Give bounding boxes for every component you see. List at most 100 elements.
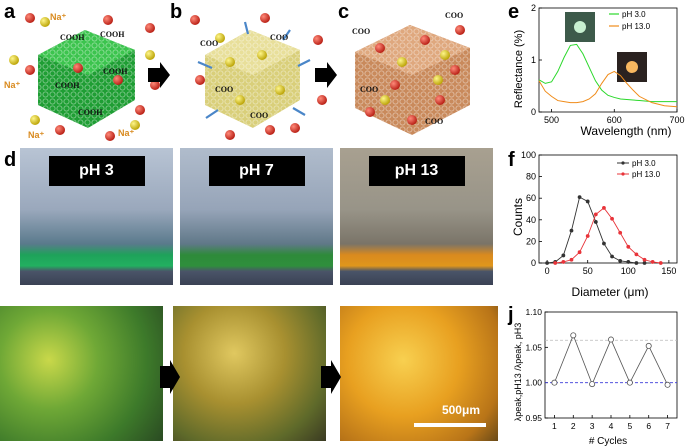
data-point: [593, 212, 598, 217]
sodium-ions-c: [380, 50, 450, 105]
coo-label: COO: [200, 39, 218, 48]
ph-label-box: pH 3: [48, 156, 145, 186]
data-point: [545, 261, 550, 265]
data-point: [658, 261, 663, 265]
y-axis-label: Counts: [511, 198, 525, 236]
sodium-ions-b: [215, 33, 285, 105]
series-line: [538, 70, 678, 108]
y-axis-label: Reflectance (%): [513, 30, 525, 108]
scale-bar: [414, 423, 486, 427]
series-line: [538, 43, 677, 103]
x-axis-label: # Cycles: [589, 436, 627, 447]
scale-bar-label: 500μm: [441, 403, 480, 417]
x-tick-label: 7: [665, 421, 670, 431]
x-tick-label: 100: [621, 266, 636, 276]
ph-label-box: pH 7: [208, 156, 305, 186]
schematic-c: COO COO COO COO: [352, 11, 470, 135]
plot-frame: [544, 311, 678, 419]
na-label: Na⁺: [50, 12, 67, 22]
micrograph-h: [173, 306, 326, 441]
arrow-right-icon: [321, 360, 341, 394]
data-point: [650, 260, 655, 264]
data-point: [551, 379, 558, 386]
legend: pH 3.0 pH 13.0: [617, 159, 661, 179]
plot-frame: [538, 154, 678, 264]
y-tick-label: 0: [531, 107, 536, 117]
x-tick-label: 0: [545, 266, 550, 276]
data-point: [642, 261, 647, 265]
y-tick-label: 80: [526, 172, 536, 182]
y-tick-label: 60: [526, 193, 536, 203]
diffusion-arrows: [197, 21, 311, 119]
y-tick-label: 0: [531, 258, 536, 268]
x-tick-label: 5: [627, 421, 632, 431]
x-tick-label: 4: [609, 421, 614, 431]
legend-label: pH 3.0: [632, 159, 656, 168]
panel-label-e: e: [508, 1, 520, 23]
data-point: [585, 234, 590, 238]
chart-f: Counts Diameter (μm) 0 50 100 150 0 20 40 60 80 1…: [511, 150, 678, 299]
x-tick-label: 1: [552, 421, 557, 431]
panel-label-b: b: [170, 1, 183, 23]
legend-label: pH 13.0: [632, 170, 661, 179]
data-point: [569, 228, 574, 233]
data-point: [602, 206, 606, 210]
y-tick-label: 1.05: [525, 342, 542, 352]
data-point: [553, 261, 558, 265]
x-tick-label: 3: [590, 421, 595, 431]
cooh-label: COOH: [100, 30, 125, 39]
x-axis-label: Wavelength (nm): [581, 124, 672, 138]
arrow-right-icon: [160, 360, 180, 394]
x-tick-label: 6: [646, 421, 651, 431]
photo-ph3: pH 3: [20, 148, 173, 285]
cooh-label: COOH: [103, 67, 128, 76]
x-tick-label: 600: [607, 115, 622, 125]
data-point: [642, 257, 647, 262]
data-point: [602, 241, 606, 246]
coo-label: COO: [360, 85, 378, 94]
panel-label-c: c: [338, 1, 350, 23]
data-point: [634, 252, 639, 257]
x-tick-label: 150: [661, 266, 676, 276]
data-point: [570, 332, 577, 339]
micrograph-g: [0, 306, 163, 441]
plot-frame: [538, 7, 678, 113]
na-label: Na⁺: [118, 128, 135, 138]
x-tick-label: 50: [583, 266, 593, 276]
y-tick-label: 1.10: [525, 307, 542, 317]
data-point: [618, 230, 623, 235]
micrograph-i: 500μm: [340, 306, 498, 441]
cooh-label: COOH: [55, 81, 80, 90]
panel-label-a: a: [4, 1, 16, 23]
data-point: [577, 250, 582, 255]
x-tick-label: 2: [571, 421, 576, 431]
coo-label: COO: [215, 85, 233, 94]
data-point: [593, 220, 598, 224]
water-molecules-b: [190, 13, 327, 140]
coo-label: COO: [270, 33, 288, 42]
inset-photo-green: [565, 12, 595, 42]
series-line: [555, 207, 661, 264]
data-point: [589, 381, 596, 388]
y-tick-label: 2: [531, 3, 536, 13]
sodium-ions-a: [9, 17, 155, 130]
data-point: [626, 244, 631, 249]
x-tick-label: 500: [544, 115, 559, 125]
photo-ph7: pH 7: [180, 148, 333, 285]
y-tick-label: 20: [526, 236, 536, 246]
water-molecules-c: [365, 25, 465, 125]
panel-label-f: f: [508, 149, 515, 171]
legend-label: pH 3.0: [622, 10, 646, 19]
data-point: [610, 254, 614, 259]
cooh-label: COOH: [78, 108, 103, 117]
series-line: [554, 334, 668, 386]
chart-e: Reflectance (%) Wavelength (nm) 500 600 70…: [513, 3, 685, 138]
chart-j: λpeak,pH13 /λpeak, pH3 # Cycles 1 2 3 4 5 6 7 0…: [513, 307, 678, 447]
coo-label: COO: [445, 11, 463, 20]
data-point: [585, 199, 590, 204]
legend-label: pH 13.0: [622, 22, 651, 31]
coo-label: COO: [425, 117, 443, 126]
coo-label: COO: [250, 111, 268, 120]
y-tick-label: 1: [531, 55, 536, 65]
arrow-right-icon: [315, 62, 337, 88]
